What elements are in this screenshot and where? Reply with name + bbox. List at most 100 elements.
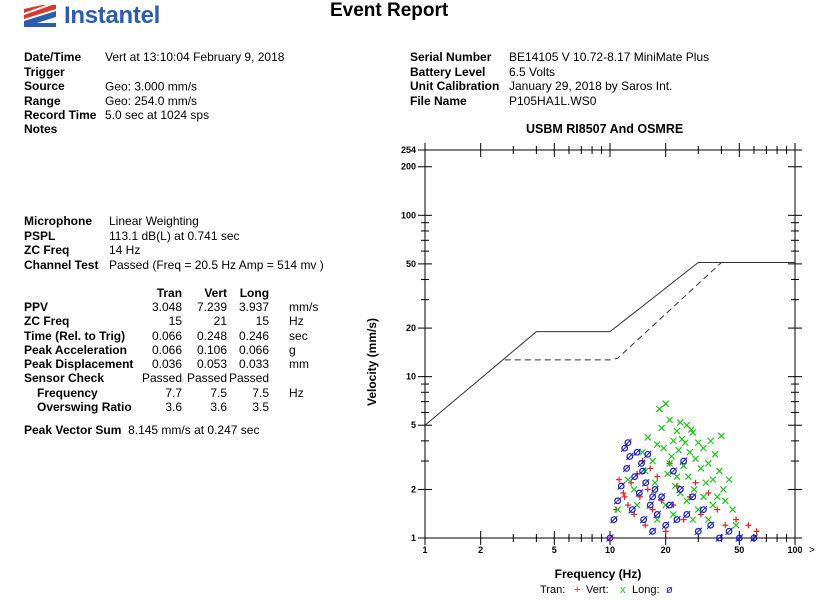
vert-point <box>664 470 672 478</box>
info-value: Vert at 13:10:04 February 9, 2018 <box>105 50 285 64</box>
vert-point <box>673 473 681 481</box>
vert-point <box>671 482 679 490</box>
vert-point <box>717 432 725 440</box>
cell-tran: 3.6 <box>165 400 183 415</box>
info-label: Record Time <box>24 108 97 122</box>
info-row: Channel Test Passed (Freq = 20.5 Hz Amp =… <box>24 258 324 273</box>
legend-marker-tran: + <box>574 584 580 596</box>
cell-long: 3.5 <box>252 400 270 415</box>
row-unit: mm <box>289 357 310 372</box>
long-point <box>682 510 691 519</box>
info-row: Date/Time Vert at 13:10:04 February 9, 20… <box>24 50 284 65</box>
info-row: Record Time 5.0 sec at 1024 sps <box>24 108 284 123</box>
row-unit: Hz <box>289 385 304 400</box>
long-point <box>657 492 666 501</box>
vert-point <box>707 437 715 445</box>
row-unit: mm/s <box>289 300 319 314</box>
x-tick-label: 2 <box>478 545 483 555</box>
info-row: ZC Freq 14 Hz <box>24 243 324 258</box>
tran-point <box>616 476 623 483</box>
info-value: 113.1 dB(L) at 0.741 sec <box>109 228 240 243</box>
row-unit <box>269 400 318 414</box>
info-label: Battery Level <box>410 64 486 79</box>
col-header-vert: Vert <box>204 286 228 300</box>
tran-point <box>705 490 712 497</box>
info-value: BE14105 V 10.72-8.17 MiniMate Plus <box>509 50 710 64</box>
info-row: File Name P105HA1L.WS0 <box>410 94 709 109</box>
info-row: Battery Level 6.5 Volts <box>410 65 709 80</box>
x-tick-label: 10 <box>605 545 615 555</box>
info-label: Channel Test <box>24 257 99 272</box>
instantel-logo-icon <box>24 5 56 27</box>
peaks-header-row: Tran Vert Long <box>24 286 318 300</box>
cell-long: 3.937 <box>239 300 270 314</box>
row-label: Peak Displacement <box>24 357 134 372</box>
long-point <box>715 534 724 542</box>
long-point <box>648 492 657 501</box>
vert-point <box>656 405 663 413</box>
vert-point <box>713 493 721 501</box>
vert-point <box>614 506 622 514</box>
vert-point <box>662 400 670 408</box>
vert-point <box>651 479 659 487</box>
info-right: Serial Number BE14105 V 10.72-8.17 MiniMa… <box>410 50 709 108</box>
long-point <box>661 521 670 530</box>
info-value: 6.5 Volts <box>509 64 556 79</box>
legend-label-long: Long: <box>632 584 660 596</box>
tran-point <box>745 522 752 529</box>
long-point <box>639 515 648 524</box>
info-row: Unit Calibration January 29, 2018 by Saro… <box>410 79 709 94</box>
peaks-table: Tran Vert Long PPV 3.048 7.239 3.937 mm/s ZC … <box>24 286 318 414</box>
vert-point <box>721 497 729 505</box>
long-point <box>610 515 618 524</box>
x-tick-label: 5 <box>552 545 557 555</box>
velocity-frequency-chart: 1 2 5 10 20 50 100 1 2 5 10 20 50 100 200 254 > Frequency… <box>365 143 815 596</box>
long-point <box>646 501 655 509</box>
info-value: 14 Hz <box>109 243 141 257</box>
tran-point <box>714 506 721 513</box>
legend-label-vert: Vert: <box>586 584 609 596</box>
cell-tran: 7.7 <box>165 385 183 400</box>
tran-point <box>662 528 669 535</box>
plot-frame <box>424 149 796 539</box>
row-label: ZC Freq <box>24 314 70 329</box>
tran-point <box>642 522 649 529</box>
tran-point <box>658 497 665 504</box>
long-point <box>635 489 644 497</box>
info-row: PSPL 113.1 dB(L) at 0.741 sec <box>24 229 324 244</box>
row-label: PPV <box>24 300 49 314</box>
tran-point <box>649 506 656 513</box>
info-value: Linear Weighting <box>109 214 199 228</box>
y-tick-label: 200 <box>401 162 416 172</box>
table-row: Peak Acceleration 0.066 0.106 0.066 g <box>24 343 318 357</box>
vert-point <box>669 510 677 518</box>
cell-tran: 3.048 <box>152 300 183 314</box>
tran-point <box>620 490 627 497</box>
long-point <box>735 534 744 542</box>
long-point <box>688 492 697 501</box>
row-label: Sensor Check <box>24 371 105 386</box>
x-tick-label: 20 <box>661 545 671 555</box>
x-tick-label: 1 <box>422 545 427 555</box>
info-row: Trigger Source Geo: 3.000 mm/s <box>24 65 284 94</box>
vert-point <box>694 439 702 447</box>
y-tick-label: 50 <box>406 259 416 269</box>
chart-title: USBM RI8507 And OSMRE <box>526 122 684 136</box>
vert-point <box>668 453 675 460</box>
vert-point <box>725 476 733 484</box>
table-row: Time (Rel. to Trig) 0.066 0.248 0.246 sec <box>24 329 318 343</box>
vert-point <box>729 506 737 514</box>
long-point <box>617 482 626 490</box>
cell-long: 0.033 <box>239 357 270 372</box>
cell-tran: 0.066 <box>152 342 183 357</box>
cell-vert: 21 <box>213 314 228 329</box>
pvs-label: Peak Vector Sum <box>24 423 122 437</box>
info-label: Microphone <box>24 214 92 228</box>
row-unit: Hz <box>289 314 304 329</box>
table-row: Overswing Ratio 3.6 3.6 3.5 <box>24 400 318 414</box>
info-value: January 29, 2018 by Saros Int. <box>509 79 673 93</box>
legend-marker-vert: x <box>620 584 626 596</box>
vert-point <box>658 424 665 432</box>
long-point <box>630 472 639 481</box>
vert-point <box>694 506 702 514</box>
